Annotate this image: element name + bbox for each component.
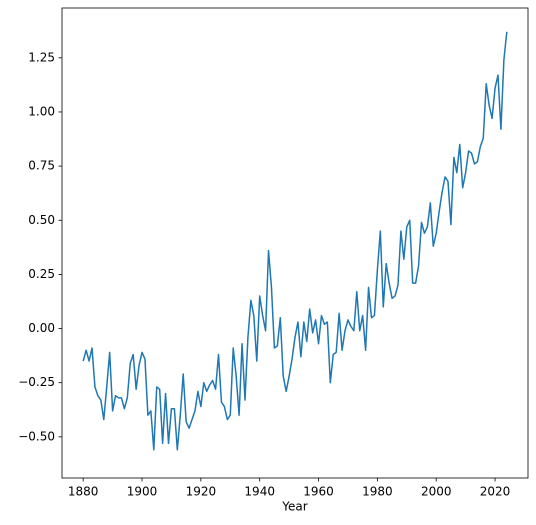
x-axis-label: Year: [281, 500, 307, 514]
data-line: [82, 31, 508, 451]
plot-frame: [61, 7, 529, 479]
x-tick-label: 1960: [303, 485, 334, 499]
y-tick-label: 1.00: [28, 104, 55, 118]
x-tick-label: 1880: [68, 485, 99, 499]
x-tick-label: 1920: [186, 485, 217, 499]
y-tick-label: 0.50: [28, 213, 55, 227]
x-tick-label: 1980: [362, 485, 393, 499]
y-tick-label: 1.25: [28, 50, 55, 64]
y-tick-label: −0.25: [18, 375, 55, 389]
y-tick-label: 0.00: [28, 321, 55, 335]
y-tick-label: 0.75: [28, 159, 55, 173]
x-tick-label: 2000: [421, 485, 452, 499]
y-tick-label: −0.50: [18, 429, 55, 443]
x-tick-label: 1900: [127, 485, 158, 499]
x-tick-label: 2020: [480, 485, 511, 499]
x-tick-label: 1940: [244, 485, 275, 499]
y-tick-label: 0.25: [28, 267, 55, 281]
